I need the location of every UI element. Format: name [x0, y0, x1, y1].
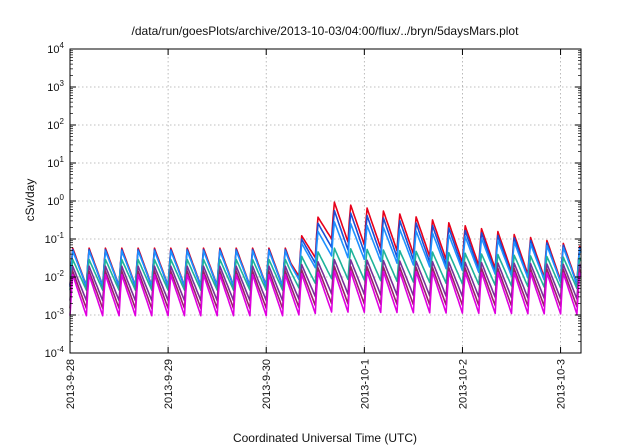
y-axis-ticks: 10-4 10-3 10-2 10-1 100 101 102 103 104 — [45, 41, 581, 360]
y-tick-label: 10-2 — [45, 269, 65, 284]
x-tick-label: 2013-9-29 — [163, 359, 175, 409]
y-tick-label: 100 — [47, 193, 64, 208]
y-tick-label: 10-1 — [45, 231, 65, 246]
y-tick-label: 10-3 — [45, 307, 65, 322]
x-axis-ticks: 2013-9-28 2013-9-29 2013-9-30 2013-10-1 2013… — [65, 49, 568, 409]
y-tick-label: 103 — [47, 79, 64, 94]
x-tick-label: 2013-10-1 — [359, 359, 371, 409]
x-tick-label: 2013-10-2 — [457, 359, 469, 409]
chart-title: /data/run/goesPlots/archive/2013-10-03/0… — [132, 24, 520, 38]
y-tick-label: 10-4 — [45, 345, 65, 360]
x-tick-label: 2013-10-3 — [556, 359, 568, 409]
y-tick-label: 101 — [47, 155, 64, 170]
x-tick-label: 2013-9-30 — [261, 359, 273, 409]
series-line — [69, 221, 582, 287]
grid-lines — [70, 49, 581, 353]
x-tick-label: 2013-9-28 — [65, 359, 77, 409]
y-tick-label: 104 — [47, 41, 64, 56]
series-line — [69, 270, 582, 317]
y-tick-label: 102 — [47, 117, 64, 132]
y-axis-label: cSv/day — [23, 179, 37, 222]
x-axis-label: Coordinated Universal Time (UTC) — [233, 431, 417, 445]
series-group — [69, 201, 582, 317]
